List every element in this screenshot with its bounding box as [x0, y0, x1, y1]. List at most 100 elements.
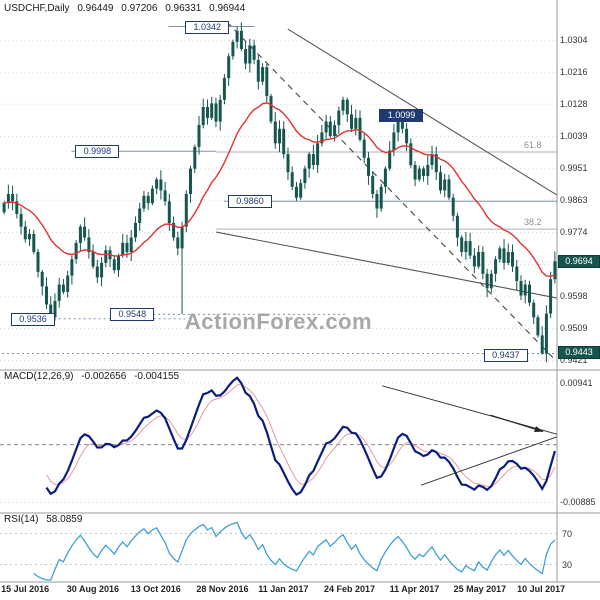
- candle-body: [553, 261, 557, 280]
- level-box: 0.9998: [75, 145, 120, 159]
- macd-signal-value: -0.004155: [134, 371, 180, 382]
- candle-body: [265, 67, 269, 97]
- candle-body: [511, 252, 514, 267]
- candle-body: [112, 259, 116, 271]
- candle-body: [400, 117, 404, 129]
- candle-body: [231, 41, 235, 57]
- candle-body: [311, 154, 315, 165]
- candle-body: [549, 279, 553, 314]
- candle-body: [252, 45, 256, 60]
- candle-body: [447, 179, 451, 198]
- candle-body: [66, 275, 70, 292]
- macd-wedge-line: [420, 436, 558, 486]
- candle-body: [341, 99, 345, 111]
- candle-body: [172, 223, 176, 238]
- candle-body: [299, 183, 303, 198]
- candle-body: [455, 215, 459, 238]
- rsi-label: RSI(14): [4, 514, 39, 525]
- candle-body: [197, 125, 201, 147]
- candle-body: [269, 96, 273, 122]
- candle-body: [460, 237, 464, 252]
- price-axis-label: 1.0304: [560, 35, 588, 46]
- candle-body: [413, 165, 417, 180]
- candle-body: [100, 262, 104, 278]
- annotation-arrow-head: [534, 426, 544, 432]
- candle-body: [519, 281, 523, 296]
- candle-body: [28, 233, 31, 240]
- candle-body: [134, 223, 137, 238]
- candle-body: [206, 107, 209, 118]
- candle-body: [350, 114, 353, 129]
- level-box: 1.0342: [185, 20, 230, 34]
- candle-body: [180, 226, 184, 249]
- price-axis-label: 0.9509: [560, 323, 588, 334]
- candle-body: [218, 99, 222, 122]
- candle-body: [485, 273, 489, 289]
- macd-axis-label: -0.00885: [560, 497, 596, 508]
- candle-body: [117, 255, 120, 271]
- candle-body: [248, 45, 252, 64]
- price-axis-label: 1.0128: [560, 99, 588, 110]
- candle-body: [494, 259, 498, 274]
- level-box: 0.9437: [483, 348, 528, 362]
- candle-body: [61, 284, 65, 292]
- current-price-box: 0.9694: [558, 255, 600, 269]
- candles: [2, 22, 557, 363]
- candle-body: [498, 248, 502, 260]
- candle-body: [324, 121, 328, 133]
- candle-body: [375, 194, 379, 209]
- macd-axis-label: 0.00941: [560, 378, 593, 389]
- candle-body: [11, 194, 15, 202]
- macd-header: MACD(12,26,9) -0.002656 -0.004155: [4, 371, 184, 382]
- candle-body: [354, 117, 358, 129]
- level-box: 0.9860: [227, 195, 272, 209]
- open-value: 0.96449: [77, 3, 114, 14]
- candle-body: [40, 271, 44, 287]
- candle-body: [142, 195, 146, 209]
- candle-body: [150, 188, 154, 204]
- date-label: 13 Oct 2016: [130, 584, 181, 594]
- candle-body: [210, 103, 214, 118]
- candle-body: [227, 56, 231, 79]
- candle-body: [540, 335, 544, 354]
- candle-body: [256, 59, 260, 82]
- date-label: 28 Nov 2016: [196, 584, 249, 594]
- candle-body: [477, 252, 481, 267]
- candle-body: [235, 30, 239, 42]
- price-axis-label: 1.0039: [560, 131, 588, 142]
- candle-body: [74, 242, 78, 260]
- candle-body: [523, 284, 527, 296]
- candle-body: [159, 179, 163, 191]
- candle-body: [146, 195, 150, 204]
- low-value: 0.96331: [165, 3, 202, 14]
- candle-body: [278, 128, 281, 144]
- candle-body: [290, 172, 294, 187]
- candle-body: [273, 121, 277, 144]
- candle-body: [125, 242, 129, 252]
- candle-body: [536, 317, 540, 336]
- rsi-line: [33, 521, 556, 581]
- dashed-trendline: [226, 21, 555, 360]
- rsi-axis-label: 70: [562, 528, 573, 539]
- candle-body: [138, 208, 142, 223]
- candle-body: [189, 168, 192, 194]
- candle-body: [405, 128, 409, 144]
- candle-body: [239, 30, 243, 49]
- candle-body: [464, 241, 468, 252]
- macd-main-value: -0.002656: [81, 371, 127, 382]
- candle-body: [121, 242, 125, 256]
- rsi-axis-label: 30: [562, 559, 573, 570]
- candle-body: [222, 78, 226, 100]
- fib-level-label: 61.8: [524, 139, 542, 150]
- candle-body: [468, 241, 472, 256]
- candle-body: [261, 67, 265, 82]
- date-label: 25 May 2017: [453, 584, 507, 594]
- candle-body: [528, 284, 531, 303]
- candle-body: [57, 284, 61, 301]
- candle-body: [104, 250, 108, 263]
- candle-body: [282, 128, 286, 155]
- candle-body: [392, 132, 396, 151]
- candle-body: [19, 213, 23, 227]
